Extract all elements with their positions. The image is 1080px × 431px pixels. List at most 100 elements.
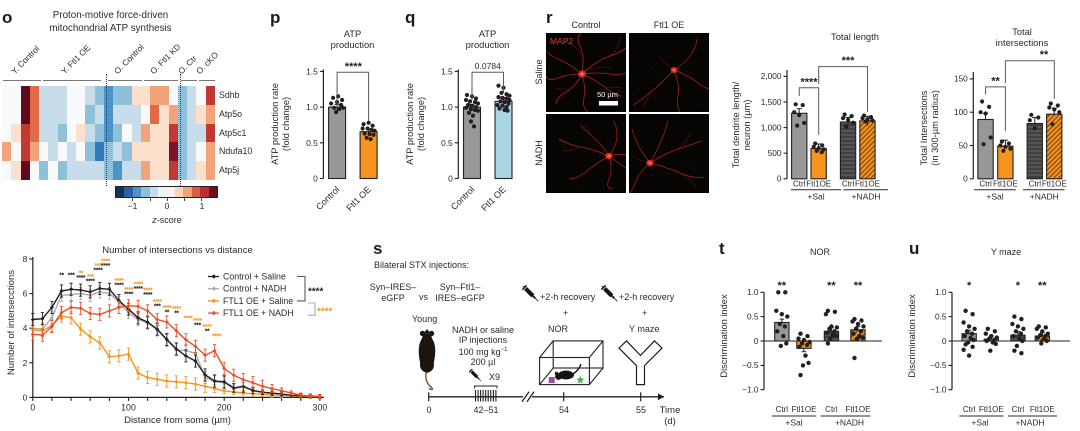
svg-text:**: ** xyxy=(778,280,787,292)
svg-text:****: **** xyxy=(172,306,182,313)
svg-text:1.0: 1.0 xyxy=(306,102,318,112)
svg-text:****: **** xyxy=(193,318,203,325)
svg-text:***: *** xyxy=(842,55,856,67)
svg-text:Ctrl: Ctrl xyxy=(842,180,855,189)
svg-text:****: **** xyxy=(183,316,193,323)
svg-text:Ftl1OE: Ftl1OE xyxy=(1030,405,1055,414)
svg-text:****: **** xyxy=(101,259,111,266)
svg-text:0.5: 0.5 xyxy=(747,311,759,321)
svg-text:1.0: 1.0 xyxy=(747,287,759,297)
svg-text:**: ** xyxy=(165,310,170,317)
svg-text:***: *** xyxy=(154,304,161,311)
svg-text:0: 0 xyxy=(754,336,759,346)
svg-text:****: **** xyxy=(800,77,818,89)
svg-text:Ftl1OE: Ftl1OE xyxy=(855,180,880,189)
svg-text:***: *** xyxy=(194,323,201,330)
svg-text:Ctrl: Ctrl xyxy=(776,405,789,414)
svg-text:****: **** xyxy=(153,299,163,306)
svg-text:−0.5: −0.5 xyxy=(742,360,759,370)
svg-text:**: ** xyxy=(854,280,863,292)
svg-text:0.5: 0.5 xyxy=(306,138,318,148)
svg-text:−0.5: −0.5 xyxy=(930,360,947,370)
svg-text:1.5: 1.5 xyxy=(306,66,318,76)
svg-text:+Sal: +Sal xyxy=(986,192,1003,202)
svg-text:100: 100 xyxy=(954,107,968,117)
svg-text:***: *** xyxy=(95,263,102,270)
svg-text:1.0: 1.0 xyxy=(441,102,453,112)
svg-text:50 µm: 50 µm xyxy=(597,90,618,99)
svg-text:****: **** xyxy=(143,292,153,299)
svg-text:+NADH: +NADH xyxy=(835,418,864,428)
svg-text:0.0784: 0.0784 xyxy=(475,61,501,71)
svg-text:Ctrl: Ctrl xyxy=(825,405,838,414)
svg-text:+NADH: +NADH xyxy=(1030,192,1059,202)
svg-text:**: ** xyxy=(1038,280,1047,292)
svg-text:−1.0: −1.0 xyxy=(930,385,947,395)
svg-text:0: 0 xyxy=(448,174,453,184)
svg-text:+Sal: +Sal xyxy=(971,418,988,428)
svg-text:**: ** xyxy=(1040,49,1049,61)
svg-text:2,000: 2,000 xyxy=(761,71,782,81)
svg-text:Ctrl: Ctrl xyxy=(793,180,806,189)
svg-text:****: **** xyxy=(345,61,363,73)
svg-text:0: 0 xyxy=(23,392,28,402)
svg-text:****: **** xyxy=(203,324,213,331)
svg-text:****: **** xyxy=(124,287,134,294)
svg-text:150: 150 xyxy=(954,74,968,84)
svg-text:Ctrl: Ctrl xyxy=(1012,405,1025,414)
svg-text:****: **** xyxy=(162,305,172,312)
svg-text:*: * xyxy=(1016,280,1021,292)
svg-text:*: * xyxy=(967,280,972,292)
svg-text:+NADH: +NADH xyxy=(851,192,880,202)
svg-text:8: 8 xyxy=(23,254,28,264)
svg-text:**: ** xyxy=(59,273,64,280)
svg-text:Control + NADH: Control + NADH xyxy=(223,284,286,294)
svg-text:Ctrl: Ctrl xyxy=(963,405,976,414)
svg-text:FTL1 OE + NADH: FTL1 OE + NADH xyxy=(223,308,294,318)
svg-text:****: **** xyxy=(101,263,111,270)
svg-text:**: ** xyxy=(78,271,83,278)
svg-text:***: *** xyxy=(68,273,75,280)
svg-text:**: ** xyxy=(827,280,836,292)
svg-text:50: 50 xyxy=(959,140,969,150)
svg-text:Ftl1OE: Ftl1OE xyxy=(979,405,1004,414)
svg-text:−1.0: −1.0 xyxy=(742,385,759,395)
svg-text:****: **** xyxy=(308,287,323,298)
svg-text:****: **** xyxy=(86,279,96,286)
svg-text:0: 0 xyxy=(30,402,35,412)
svg-text:****: **** xyxy=(124,292,134,299)
svg-text:2: 2 xyxy=(23,358,28,368)
svg-text:500: 500 xyxy=(768,148,782,158)
svg-text:****: **** xyxy=(317,307,332,318)
svg-text:Ftl1OE: Ftl1OE xyxy=(1042,180,1067,189)
svg-text:1.5: 1.5 xyxy=(441,66,453,76)
svg-text:****: **** xyxy=(114,278,124,285)
svg-text:**: ** xyxy=(991,76,1000,88)
svg-text:****: **** xyxy=(143,288,153,295)
svg-text:Ftl1OE: Ftl1OE xyxy=(846,405,871,414)
svg-text:****: **** xyxy=(76,275,86,282)
svg-text:Ctrl: Ctrl xyxy=(1029,180,1042,189)
svg-text:+NADH: +NADH xyxy=(1015,418,1044,428)
svg-text:0.5: 0.5 xyxy=(935,311,947,321)
svg-text:+Sal: +Sal xyxy=(785,418,802,428)
svg-text:0: 0 xyxy=(777,174,782,184)
svg-text:Control + Saline: Control + Saline xyxy=(223,272,286,282)
svg-text:0.5: 0.5 xyxy=(441,138,453,148)
svg-text:***: *** xyxy=(87,274,94,281)
svg-text:****: **** xyxy=(134,282,144,289)
svg-text:FTL1 OE + Saline: FTL1 OE + Saline xyxy=(223,296,293,306)
svg-text:Ftl1OE: Ftl1OE xyxy=(806,180,831,189)
svg-text:****: **** xyxy=(134,286,144,293)
svg-text:****: **** xyxy=(93,268,103,275)
svg-text:****: **** xyxy=(212,334,222,341)
svg-text:**: ** xyxy=(174,311,179,318)
svg-text:4: 4 xyxy=(23,323,28,333)
svg-text:0: 0 xyxy=(963,174,968,184)
svg-text:MAP2: MAP2 xyxy=(550,36,573,46)
svg-text:Ftl1OE: Ftl1OE xyxy=(792,405,817,414)
svg-text:0: 0 xyxy=(942,336,947,346)
svg-text:200: 200 xyxy=(217,402,232,412)
svg-text:1,000: 1,000 xyxy=(761,122,782,132)
svg-text:6: 6 xyxy=(23,289,28,299)
